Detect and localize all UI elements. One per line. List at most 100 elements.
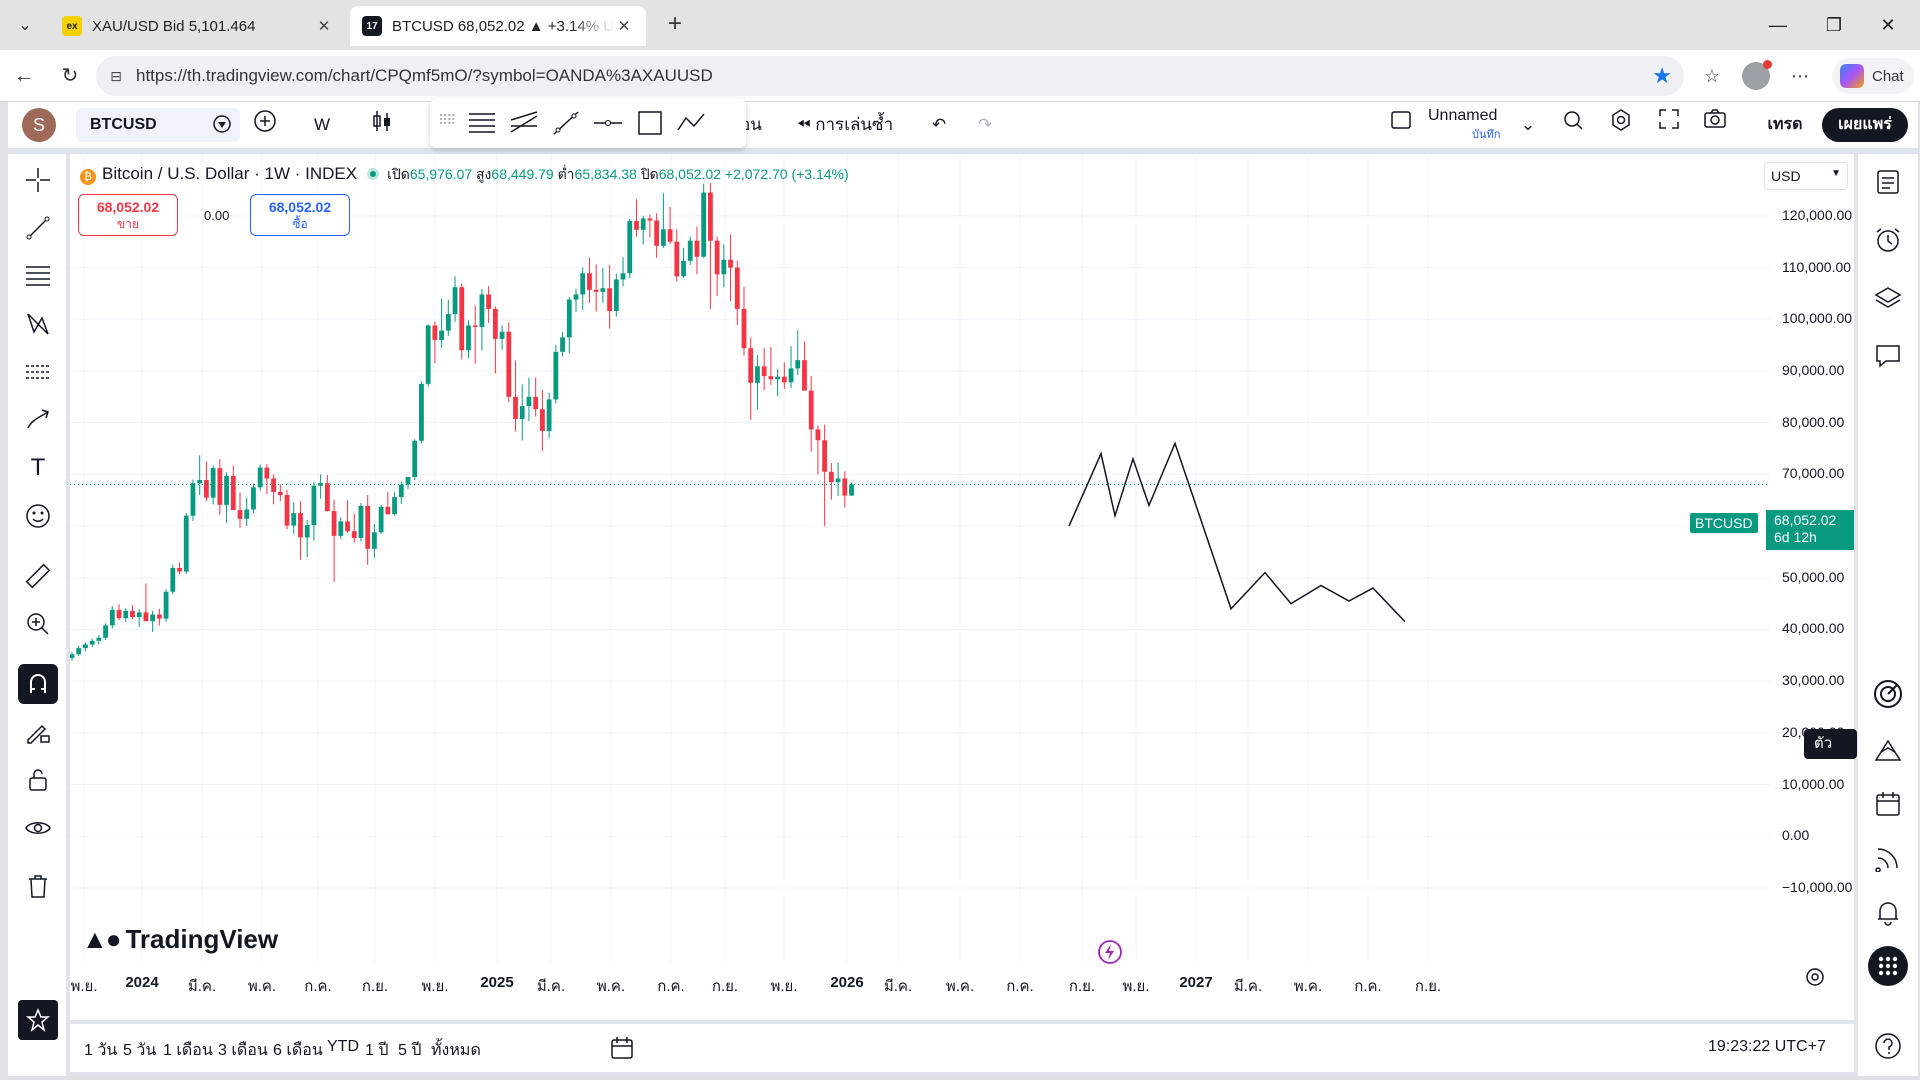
candle[interactable] <box>277 484 283 502</box>
maximize-button[interactable]: ❐ <box>1825 15 1843 35</box>
ruler-icon[interactable] <box>18 556 58 596</box>
eye-icon[interactable] <box>18 808 58 848</box>
candle[interactable] <box>734 260 740 325</box>
alarm-clock-icon[interactable] <box>1868 220 1908 260</box>
candle[interactable] <box>224 472 229 523</box>
candle[interactable] <box>351 513 357 543</box>
layers-icon[interactable] <box>1868 278 1908 318</box>
chart-pane[interactable]: ₿ Bitcoin / U.S. Dollar · 1W · INDEX เปิด6… <box>70 154 1858 1020</box>
candle[interactable] <box>264 464 270 495</box>
candle[interactable] <box>728 234 733 302</box>
candle[interactable] <box>76 646 82 656</box>
apps-grid-icon[interactable] <box>1868 946 1908 986</box>
candle[interactable] <box>741 286 747 356</box>
symbol-search-button[interactable]: BTCUSD <box>76 108 240 142</box>
candle[interactable] <box>472 305 478 364</box>
candle[interactable] <box>177 562 182 575</box>
candle[interactable] <box>573 288 579 313</box>
text-tool-icon[interactable]: T <box>30 454 46 481</box>
candle[interactable] <box>687 236 693 265</box>
candle[interactable] <box>163 589 169 622</box>
candle[interactable] <box>580 267 586 310</box>
candle[interactable] <box>257 464 263 491</box>
candle[interactable] <box>647 214 653 238</box>
candle[interactable] <box>654 213 660 258</box>
candle[interactable] <box>775 368 780 397</box>
feed-icon[interactable] <box>1868 838 1908 878</box>
patterns-tool-icon[interactable] <box>18 304 58 344</box>
chevron-down-icon[interactable]: ⌄ <box>1520 115 1536 134</box>
candle[interactable] <box>519 384 525 441</box>
candle[interactable] <box>674 229 680 282</box>
favorites-icon[interactable]: ☆ <box>1703 66 1721 86</box>
candle[interactable] <box>385 491 391 515</box>
candle[interactable] <box>808 376 814 452</box>
path-tool-icon[interactable] <box>676 108 708 138</box>
candle[interactable] <box>96 635 102 644</box>
browser-tab-btcusd[interactable]: 17 BTCUSD 68,052.02 ▲ +3.14% Unnamed ✕ <box>350 6 646 46</box>
price-chart-svg[interactable] <box>70 154 1854 1020</box>
brush-tool-icon[interactable] <box>18 400 58 440</box>
sell-button[interactable]: 68,052.02 ขาย <box>78 194 178 236</box>
candle[interactable] <box>506 322 512 402</box>
candle[interactable] <box>284 489 290 530</box>
candle[interactable] <box>526 377 532 422</box>
candle[interactable] <box>425 324 431 387</box>
candle[interactable] <box>150 610 156 633</box>
lock-drawing-pencil-icon[interactable] <box>18 712 58 752</box>
range-button[interactable]: 5 ปี <box>398 1042 422 1059</box>
candle[interactable] <box>311 482 317 541</box>
layout-name-button[interactable]: Unnamed บันทึก <box>1428 107 1500 143</box>
range-button[interactable]: ทั้งหมด <box>431 1042 481 1059</box>
calendar-icon[interactable] <box>1868 784 1908 824</box>
currency-select[interactable]: USD ▼ <box>1764 162 1848 190</box>
candle[interactable] <box>802 341 807 391</box>
candle[interactable] <box>372 524 377 559</box>
tab-search-button[interactable]: ⌄ <box>8 9 42 41</box>
address-bar[interactable]: ⊟ https://th.tradingview.com/chart/CPQmf… <box>96 56 1684 96</box>
candle[interactable] <box>748 337 754 421</box>
range-button[interactable]: 1 ปี <box>365 1042 389 1059</box>
settings-gear-icon[interactable] <box>1604 108 1638 142</box>
diamond-icon[interactable] <box>212 114 232 139</box>
candle[interactable] <box>714 236 720 296</box>
chat-bubble-icon[interactable] <box>1868 336 1908 376</box>
user-avatar[interactable]: S <box>22 108 56 142</box>
candle[interactable] <box>828 462 834 500</box>
candle[interactable] <box>432 321 438 364</box>
undo-button[interactable]: ↶ <box>931 115 947 134</box>
back-button[interactable]: ← <box>14 65 34 87</box>
fullscreen-icon[interactable] <box>1652 108 1686 142</box>
browser-tab-xauusd[interactable]: ex XAU/USD Bid 5,101.464 ✕ <box>50 6 346 46</box>
minimize-button[interactable]: — <box>1769 15 1787 35</box>
candle[interactable] <box>130 605 135 620</box>
candle[interactable] <box>116 604 122 621</box>
candle[interactable] <box>190 479 196 521</box>
candle[interactable] <box>230 465 236 511</box>
candle[interactable] <box>755 354 760 410</box>
candle[interactable] <box>492 306 498 374</box>
tradingview-logo[interactable]: ▲● TradingView <box>82 924 278 955</box>
candle[interactable] <box>781 362 787 390</box>
candle[interactable] <box>795 330 801 376</box>
range-button[interactable]: 5 วัน <box>123 1042 157 1059</box>
close-icon[interactable]: ✕ <box>617 18 631 35</box>
lightning-icon[interactable] <box>1096 938 1124 966</box>
range-button[interactable]: 3 เดือน <box>218 1042 268 1059</box>
window-close-button[interactable]: ✕ <box>1880 15 1896 35</box>
candle[interactable] <box>392 492 397 516</box>
candle[interactable] <box>600 268 606 303</box>
chart-type-button[interactable] <box>366 108 398 142</box>
candle[interactable] <box>620 257 626 287</box>
trend-line-tool-icon[interactable] <box>18 208 58 248</box>
candle[interactable] <box>459 283 465 360</box>
range-button[interactable]: 6 เดือน <box>273 1042 323 1059</box>
candle[interactable] <box>123 608 129 622</box>
candle[interactable] <box>607 264 612 329</box>
candle[interactable] <box>365 495 371 565</box>
candle[interactable] <box>835 462 841 497</box>
new-tab-button[interactable]: + <box>667 10 682 37</box>
profile-avatar[interactable] <box>1742 60 1772 90</box>
drag-handle-icon[interactable]: ⠿⠿ <box>438 112 456 128</box>
candle[interactable] <box>479 289 485 351</box>
